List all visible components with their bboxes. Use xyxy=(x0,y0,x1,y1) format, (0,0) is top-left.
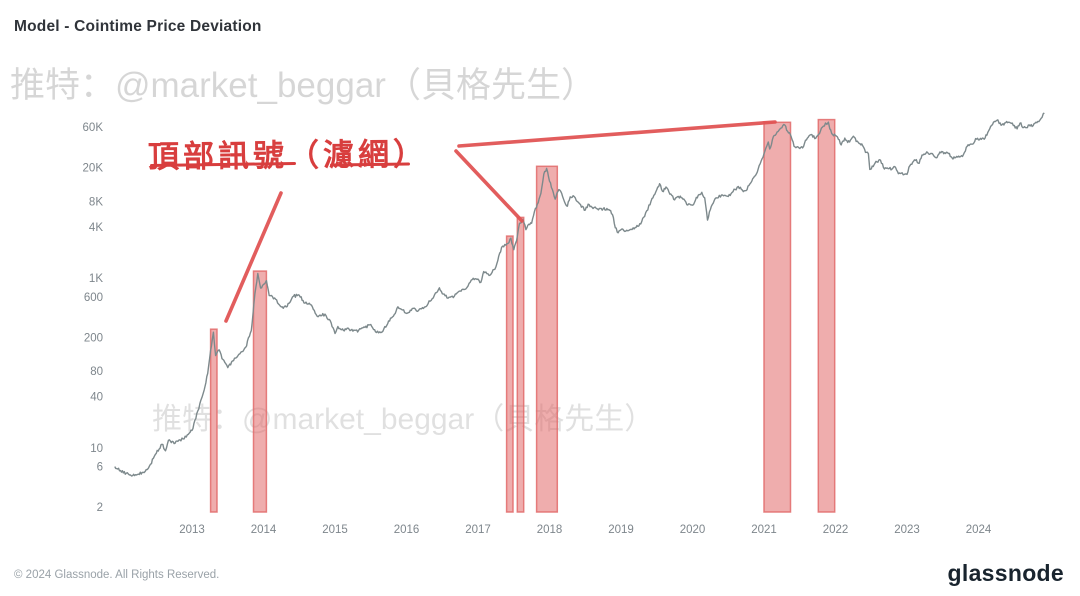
y-axis-tick: 80 xyxy=(90,366,103,378)
y-axis-tick: 1K xyxy=(89,273,103,285)
x-axis-tick: 2014 xyxy=(251,524,277,536)
y-axis-tick: 10 xyxy=(90,443,103,455)
x-axis-tick: 2019 xyxy=(608,524,634,536)
x-axis-tick: 2018 xyxy=(537,524,563,536)
x-axis-tick: 2013 xyxy=(179,524,205,536)
y-axis-tick: 40 xyxy=(90,392,103,404)
y-axis-tick: 2 xyxy=(97,502,103,514)
price-line xyxy=(114,112,1045,477)
copyright-text: © 2024 Glassnode. All Rights Reserved. xyxy=(14,569,220,581)
x-axis-tick: 2020 xyxy=(680,524,706,536)
x-axis-tick: 2024 xyxy=(966,524,992,536)
x-axis-tick: 2017 xyxy=(465,524,491,536)
annotation-pointer-line xyxy=(224,191,283,323)
x-axis-tick: 2023 xyxy=(894,524,920,536)
top-signal-band xyxy=(505,235,514,513)
x-axis-tick: 2015 xyxy=(322,524,348,536)
x-axis-tick: 2016 xyxy=(394,524,420,536)
annotation-pointer-line xyxy=(457,120,777,148)
x-axis-tick: 2021 xyxy=(751,524,777,536)
annotation-pointer-line xyxy=(454,149,524,223)
top-signal-band xyxy=(516,216,525,513)
top-signal-band xyxy=(209,328,218,513)
y-axis-tick: 20K xyxy=(83,163,104,175)
top-signal-band xyxy=(535,165,559,513)
top-signal-band xyxy=(817,118,836,513)
y-axis-tick: 200 xyxy=(84,332,103,344)
y-axis-tick: 600 xyxy=(84,292,103,304)
y-axis-tick: 60K xyxy=(83,122,104,134)
y-axis-tick: 4K xyxy=(89,222,103,234)
top-signal-band xyxy=(763,121,792,513)
x-axis-tick: 2022 xyxy=(823,524,849,536)
y-axis-tick: 8K xyxy=(89,196,103,208)
y-axis-tick: 6 xyxy=(97,462,103,474)
top-signal-band xyxy=(252,270,268,513)
page-title: Model - Cointime Price Deviation xyxy=(14,18,262,35)
glassnode-logo: glassnode xyxy=(947,560,1064,586)
top-signal-annotation: 頂部訊號（濾網） xyxy=(147,136,429,175)
